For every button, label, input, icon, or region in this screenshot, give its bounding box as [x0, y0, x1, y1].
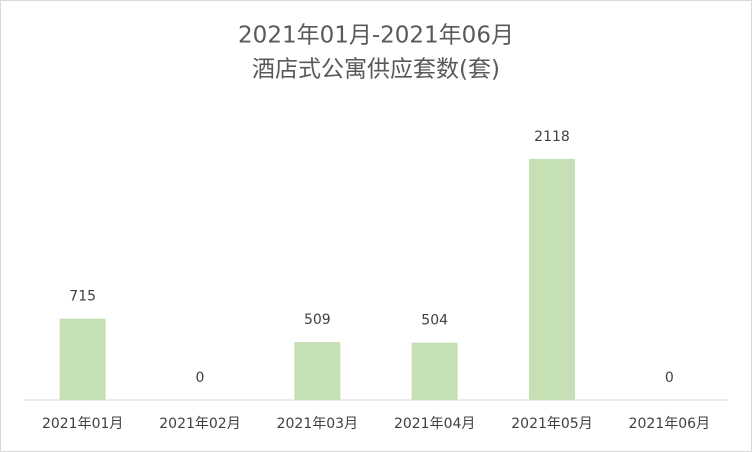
- x-tick-label: 2021年01月: [42, 416, 123, 432]
- chart-subtitle: 酒店式公寓供应套数(套): [252, 57, 500, 83]
- x-tick-label: 2021年02月: [159, 416, 240, 432]
- value-label: 504: [421, 313, 448, 329]
- bar: [59, 318, 106, 400]
- x-tick-label: 2021年06月: [629, 416, 710, 432]
- value-label: 715: [69, 289, 96, 305]
- x-tick-label: 2021年05月: [511, 416, 592, 432]
- value-label: 509: [304, 312, 331, 328]
- value-label: 0: [196, 370, 205, 386]
- bar: [294, 342, 341, 400]
- x-tick-label: 2021年04月: [394, 416, 475, 432]
- value-label: 0: [665, 370, 674, 386]
- bar: [411, 342, 458, 400]
- chart-title: 2021年01月-2021年06月: [238, 23, 514, 49]
- x-tick-label: 2021年03月: [277, 416, 358, 432]
- bar: [529, 158, 575, 400]
- value-label: 2118: [534, 129, 570, 145]
